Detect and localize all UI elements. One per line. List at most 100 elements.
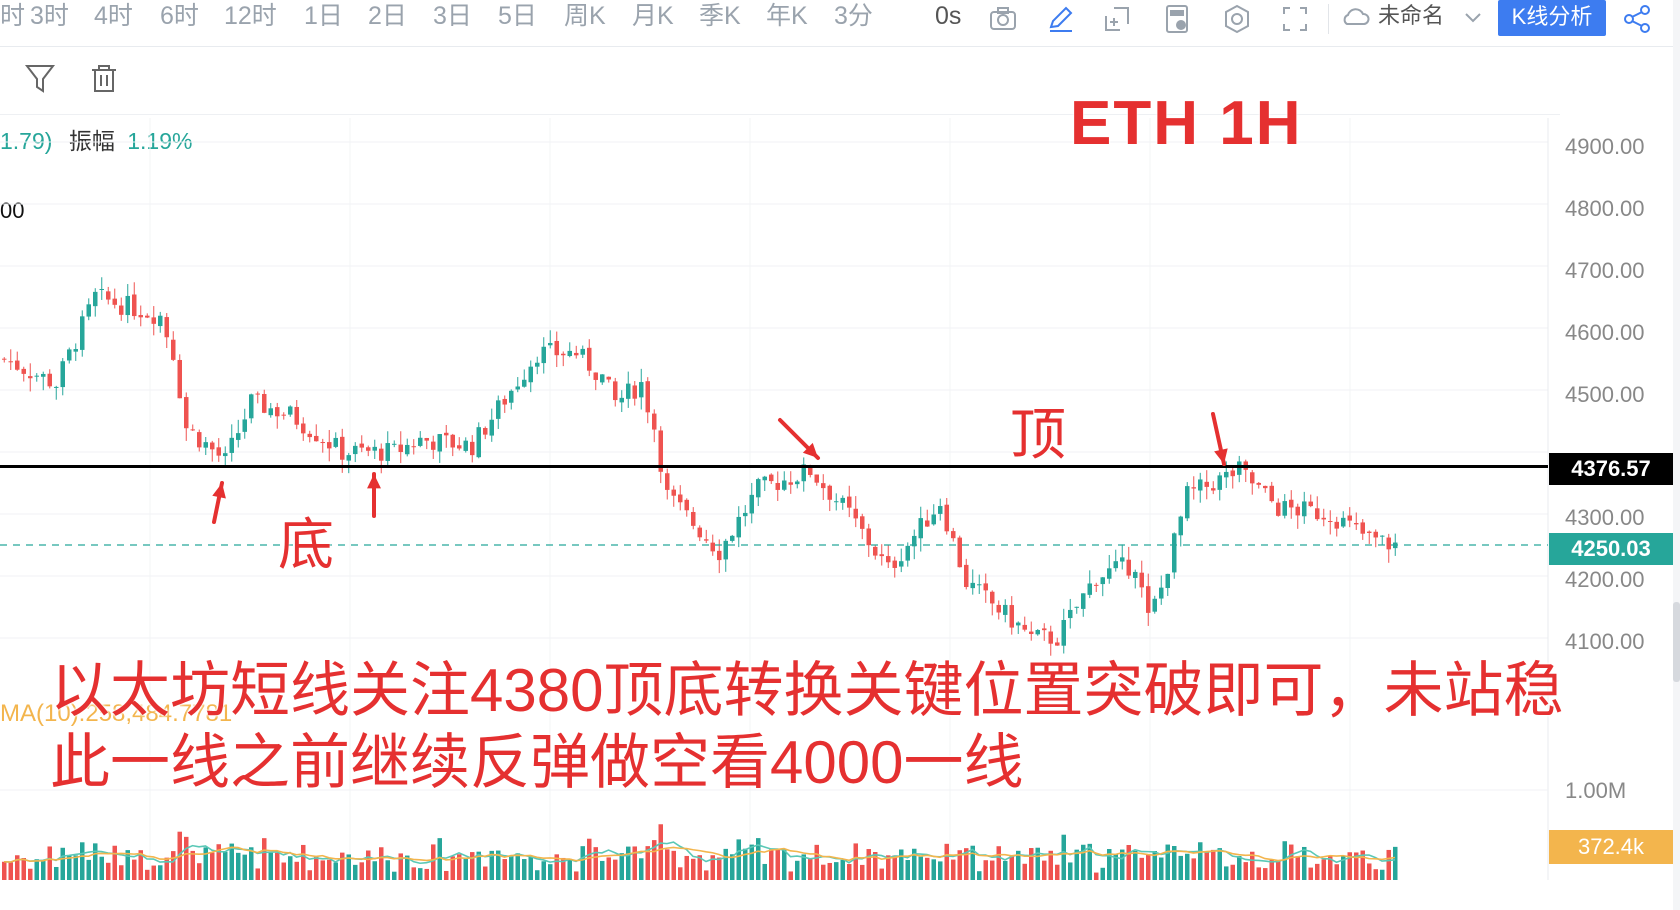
candle-body <box>1094 584 1099 586</box>
volume-bar <box>1367 863 1372 880</box>
volume-bar <box>866 849 871 880</box>
candle-body <box>938 506 943 514</box>
candle-body <box>892 560 897 568</box>
volume-bar <box>509 855 514 880</box>
volume-bar <box>372 861 377 880</box>
amplitude-label: 振幅 <box>68 128 115 154</box>
candle-body <box>106 291 111 300</box>
volume-bar <box>983 860 988 880</box>
tf-1d[interactable]: 1日 <box>304 2 343 30</box>
volume-bar <box>899 849 904 880</box>
volume-bar <box>424 868 429 880</box>
candle-body <box>34 375 39 377</box>
volume-bar <box>1113 854 1118 880</box>
candle-body <box>1347 515 1352 521</box>
price-chart[interactable] <box>0 0 1560 880</box>
volume-bar <box>1334 864 1339 880</box>
volume-bar <box>1003 860 1008 880</box>
tf-quarter[interactable]: 季K <box>699 2 741 30</box>
candle-body <box>275 407 280 417</box>
candle-body <box>1237 461 1242 475</box>
tf-3h[interactable]: 3时 <box>30 2 69 30</box>
volume-bar <box>392 871 397 880</box>
volume-bar <box>476 851 481 880</box>
volume-bar <box>827 862 832 880</box>
candle-body <box>1269 485 1274 502</box>
candle-body <box>535 362 540 367</box>
layout-name-dropdown[interactable]: 未命名 <box>1378 3 1445 28</box>
volume-bar <box>1126 844 1131 880</box>
volume-bar <box>1029 848 1034 880</box>
cloud-icon[interactable] <box>1338 0 1372 34</box>
volume-bar <box>1243 862 1248 880</box>
volume-bar <box>1302 846 1307 880</box>
volume-bar <box>918 856 923 880</box>
chevron-down-icon[interactable] <box>1456 0 1490 34</box>
camera-icon[interactable] <box>986 2 1020 36</box>
volume-bar <box>1055 864 1060 880</box>
resistance-arrow-2-head <box>1214 448 1228 464</box>
volume-bar <box>704 870 709 880</box>
tf-6h[interactable]: 6时 <box>160 2 199 30</box>
volume-bar <box>996 846 1001 880</box>
fullscreen-icon[interactable] <box>1278 2 1312 36</box>
candle-body <box>1042 628 1047 631</box>
volume-bar <box>606 857 611 880</box>
calculator-icon[interactable] <box>1160 2 1194 36</box>
kline-analysis-button[interactable]: K线分析 <box>1498 0 1606 36</box>
volume-bar <box>580 846 585 880</box>
candle-body <box>190 429 195 431</box>
tf-4h[interactable]: 4时 <box>94 2 133 30</box>
volume-bar <box>294 861 299 880</box>
tf-12h[interactable]: 12时 <box>224 2 277 30</box>
candle-body <box>1139 572 1144 588</box>
volume-bar <box>1100 867 1105 880</box>
volume-bar <box>697 855 702 880</box>
candle-body <box>541 346 546 364</box>
candle-body <box>983 583 988 591</box>
volume-bar <box>1139 857 1144 880</box>
candle-body <box>574 352 579 356</box>
settings-hex-icon[interactable] <box>1220 2 1254 36</box>
scrollbar-thumb[interactable] <box>1673 602 1680 682</box>
tf-5d[interactable]: 5日 <box>498 2 537 30</box>
candle-body <box>587 347 592 371</box>
volume-bar <box>307 870 312 880</box>
tf-3min[interactable]: 3分 <box>834 2 873 30</box>
truncated-price: 00 <box>0 198 25 223</box>
share-icon[interactable] <box>1620 2 1654 36</box>
trash-icon[interactable] <box>86 60 122 96</box>
tf-3d[interactable]: 3日 <box>433 2 472 30</box>
tf-week[interactable]: 周K <box>564 2 606 30</box>
candle-body <box>905 545 910 561</box>
volume-bar <box>1217 848 1222 880</box>
tf-hour-partial[interactable]: 时 <box>0 2 26 30</box>
tf-month[interactable]: 月K <box>632 2 674 30</box>
candle-body <box>769 474 774 482</box>
candle-body <box>223 453 228 457</box>
volume-bar <box>223 851 228 880</box>
volume-bar <box>405 855 410 880</box>
candle-body <box>554 340 559 356</box>
tf-year[interactable]: 年K <box>766 2 808 30</box>
volume-bar <box>522 859 527 880</box>
volume-bar <box>665 849 670 880</box>
candle-body <box>73 349 78 352</box>
filter-icon[interactable] <box>22 60 58 96</box>
candle-body <box>431 441 436 450</box>
add-frame-icon[interactable] <box>1100 2 1134 36</box>
volume-bar <box>158 865 163 880</box>
pencil-icon[interactable] <box>1044 2 1078 36</box>
candle-body <box>1224 471 1229 478</box>
tf-2d[interactable]: 2日 <box>368 2 407 30</box>
candle-body <box>444 432 449 436</box>
volume-bar <box>418 868 423 880</box>
candle-body <box>1165 573 1170 589</box>
volume-bar <box>60 847 65 880</box>
scrollbar-track[interactable] <box>1673 0 1680 910</box>
candle-body <box>398 444 403 453</box>
support-arrow-2-head <box>367 474 381 489</box>
candle-body <box>54 386 59 388</box>
candle-body <box>21 368 26 374</box>
volume-bar <box>762 863 767 880</box>
